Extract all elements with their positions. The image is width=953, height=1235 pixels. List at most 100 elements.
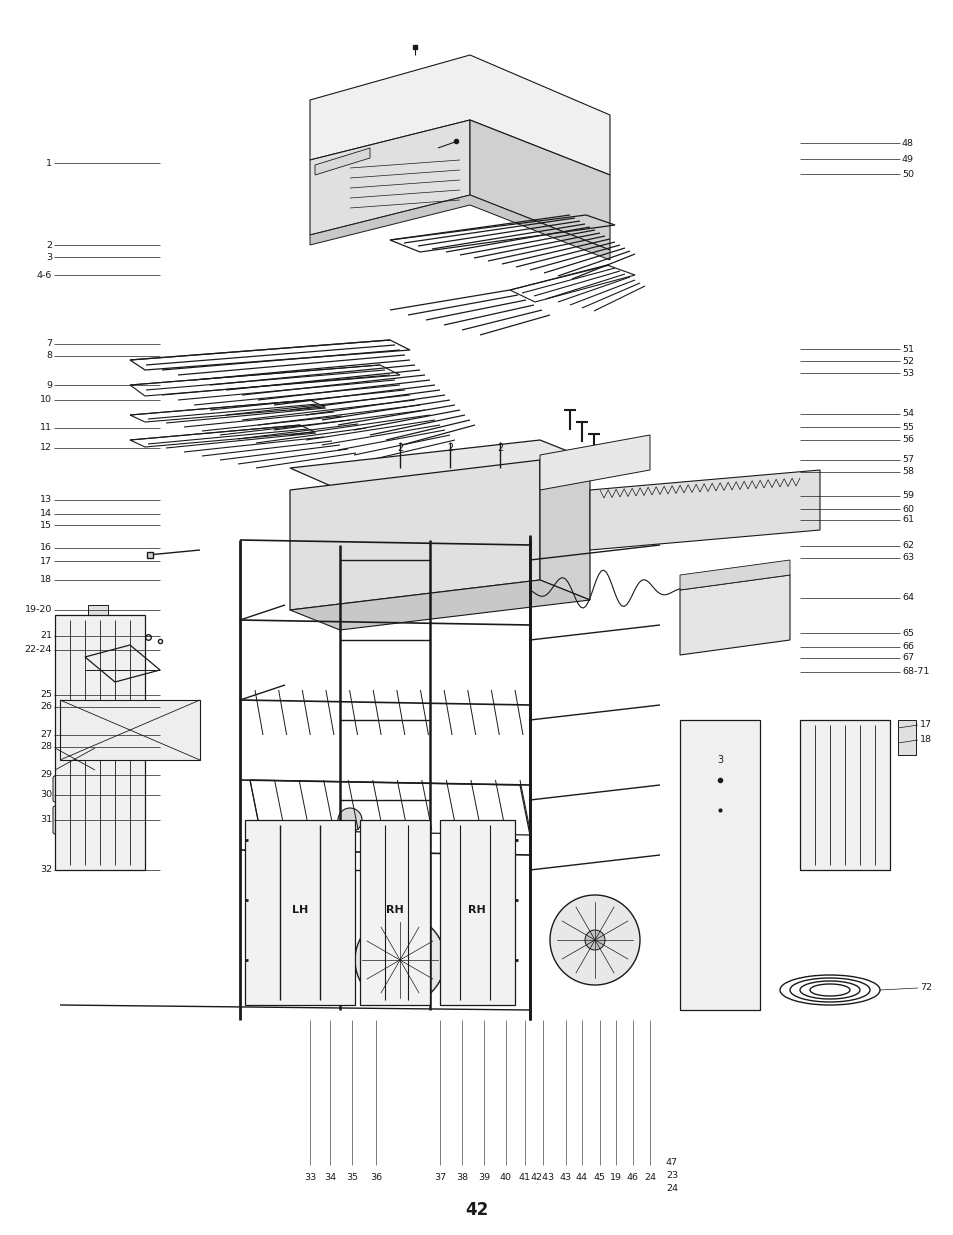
Text: 57: 57: [901, 456, 913, 464]
Text: 45: 45: [594, 1173, 605, 1182]
Text: 1: 1: [46, 158, 52, 168]
Text: 33: 33: [304, 1173, 315, 1182]
Text: 4-6: 4-6: [36, 270, 52, 279]
Bar: [897, 720, 915, 755]
Text: 18: 18: [919, 736, 931, 745]
Polygon shape: [310, 195, 609, 261]
Text: 41: 41: [518, 1173, 531, 1182]
Text: 63: 63: [901, 553, 913, 562]
Text: 60: 60: [901, 505, 913, 514]
Polygon shape: [310, 56, 609, 175]
Text: 61: 61: [901, 515, 913, 525]
Polygon shape: [439, 820, 515, 1005]
Text: 42: 42: [465, 1200, 488, 1219]
Text: 2: 2: [446, 443, 453, 453]
Text: 44: 44: [576, 1173, 587, 1182]
FancyBboxPatch shape: [53, 806, 127, 834]
Text: 29: 29: [40, 771, 52, 779]
Bar: [785, 495, 793, 508]
Polygon shape: [290, 459, 539, 610]
Text: 17: 17: [919, 720, 931, 730]
Text: 25: 25: [40, 690, 52, 699]
Circle shape: [337, 808, 361, 832]
Text: 18: 18: [40, 576, 52, 584]
Text: 67: 67: [901, 653, 913, 662]
Text: 59: 59: [901, 492, 913, 500]
Text: 27: 27: [40, 730, 52, 740]
Polygon shape: [314, 148, 370, 175]
Text: 11: 11: [40, 424, 52, 432]
Polygon shape: [589, 471, 820, 550]
Text: 50: 50: [901, 169, 913, 179]
Text: 28: 28: [40, 742, 52, 752]
Polygon shape: [60, 700, 200, 760]
Text: 65: 65: [901, 629, 913, 637]
Text: 30: 30: [40, 790, 52, 799]
Circle shape: [355, 915, 444, 1005]
Text: 13: 13: [40, 495, 52, 505]
Text: 46: 46: [626, 1173, 639, 1182]
Text: RH: RH: [468, 905, 485, 915]
Text: 31: 31: [40, 815, 52, 825]
Text: 9: 9: [46, 380, 52, 389]
Text: 17: 17: [40, 557, 52, 566]
Text: 49: 49: [901, 154, 913, 163]
Text: 35: 35: [346, 1173, 357, 1182]
Text: 7: 7: [46, 340, 52, 348]
Text: 14: 14: [40, 510, 52, 519]
Circle shape: [390, 950, 410, 969]
Text: 56: 56: [901, 436, 913, 445]
Text: 2: 2: [497, 443, 502, 453]
Text: 12: 12: [40, 443, 52, 452]
Text: 2: 2: [396, 443, 403, 453]
Text: 19: 19: [609, 1173, 621, 1182]
Polygon shape: [679, 576, 789, 655]
Text: 55: 55: [901, 422, 913, 431]
Circle shape: [550, 895, 639, 986]
Text: 21: 21: [40, 631, 52, 641]
Text: 48: 48: [901, 138, 913, 147]
Bar: [88, 605, 108, 640]
Text: 3: 3: [46, 252, 52, 262]
Circle shape: [711, 606, 727, 622]
Text: RH: RH: [386, 905, 403, 915]
Text: 38: 38: [456, 1173, 468, 1182]
Text: 16: 16: [40, 543, 52, 552]
Text: 72: 72: [919, 983, 931, 993]
Text: LH: LH: [292, 905, 308, 915]
Text: 66: 66: [901, 642, 913, 652]
Text: 2: 2: [46, 241, 52, 249]
Text: 54: 54: [901, 410, 913, 419]
Polygon shape: [679, 720, 760, 1010]
Bar: [745, 495, 753, 508]
Text: 15: 15: [40, 520, 52, 530]
Text: 40: 40: [499, 1173, 512, 1182]
Polygon shape: [55, 615, 145, 869]
Text: 51: 51: [901, 345, 913, 353]
Polygon shape: [245, 820, 355, 1005]
Text: 8: 8: [46, 352, 52, 361]
Text: 3: 3: [717, 755, 722, 764]
Text: 52: 52: [901, 357, 913, 366]
Text: 36: 36: [370, 1173, 381, 1182]
Text: 37: 37: [434, 1173, 446, 1182]
Polygon shape: [800, 720, 889, 869]
Text: 53: 53: [901, 368, 913, 378]
FancyBboxPatch shape: [53, 776, 117, 802]
Text: 68-71: 68-71: [901, 667, 928, 677]
Polygon shape: [290, 580, 589, 630]
Text: 43: 43: [559, 1173, 572, 1182]
Polygon shape: [470, 120, 609, 249]
Text: 62: 62: [901, 541, 913, 551]
Text: 58: 58: [901, 468, 913, 477]
Bar: [765, 495, 773, 508]
Polygon shape: [679, 559, 789, 590]
Polygon shape: [310, 120, 470, 235]
Text: 47: 47: [665, 1158, 678, 1167]
Text: 32: 32: [40, 866, 52, 874]
Text: 24: 24: [665, 1184, 678, 1193]
Polygon shape: [539, 435, 649, 490]
Text: 24: 24: [643, 1173, 656, 1182]
Text: 34: 34: [324, 1173, 335, 1182]
Circle shape: [704, 600, 734, 630]
